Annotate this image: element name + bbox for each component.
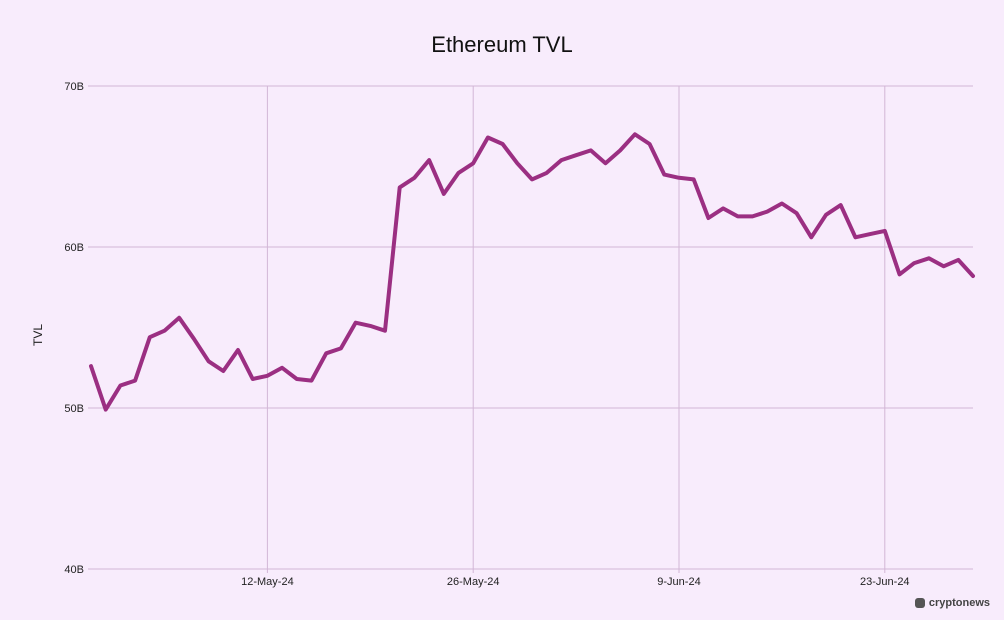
cryptonews-logo-icon <box>914 598 925 608</box>
y-tick-label: 70B <box>64 81 84 93</box>
x-tick-label: 26-May-24 <box>447 576 500 588</box>
logo-text: cryptonews <box>928 597 990 609</box>
x-tick-label: 23-Jun-24 <box>860 576 910 588</box>
cryptonews-logo: cryptonews <box>914 597 990 609</box>
y-tick-label: 40B <box>64 564 84 576</box>
x-tick-label: 9-Jun-24 <box>657 576 700 588</box>
y-axis-label: TVL <box>31 324 45 346</box>
chart-title: Ethereum TVL <box>431 32 573 57</box>
tvl-series-line <box>89 132 975 412</box>
y-tick-label: 60B <box>64 242 84 254</box>
x-axis-ticks: 12-May-24 26-May-24 9-Jun-24 23-Jun-24 <box>241 576 909 588</box>
x-tick-label: 12-May-24 <box>241 576 294 588</box>
y-tick-label: 50B <box>64 403 84 415</box>
y-axis-ticks: 40B 50B 60B 70B <box>64 81 84 576</box>
grid-lines <box>88 85 973 573</box>
